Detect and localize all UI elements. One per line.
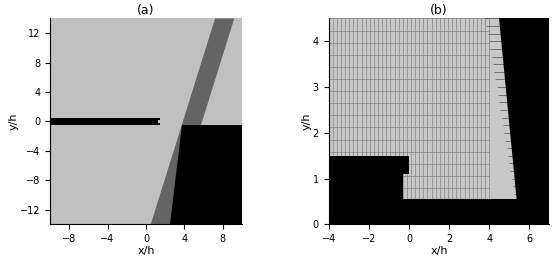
Bar bbox=[158, 120, 163, 122]
X-axis label: x/h: x/h bbox=[137, 246, 155, 256]
Bar bbox=[329, 174, 403, 199]
Polygon shape bbox=[170, 125, 242, 224]
Y-axis label: y/h: y/h bbox=[8, 113, 18, 130]
Y-axis label: y/h: y/h bbox=[301, 113, 311, 130]
Bar bbox=[329, 156, 409, 174]
Polygon shape bbox=[151, 18, 234, 224]
X-axis label: x/h: x/h bbox=[430, 246, 448, 256]
Title: (b): (b) bbox=[430, 4, 448, 17]
Polygon shape bbox=[500, 18, 549, 224]
Title: (a): (a) bbox=[137, 4, 155, 17]
Bar bbox=[50, 118, 160, 125]
Bar bbox=[329, 199, 549, 224]
